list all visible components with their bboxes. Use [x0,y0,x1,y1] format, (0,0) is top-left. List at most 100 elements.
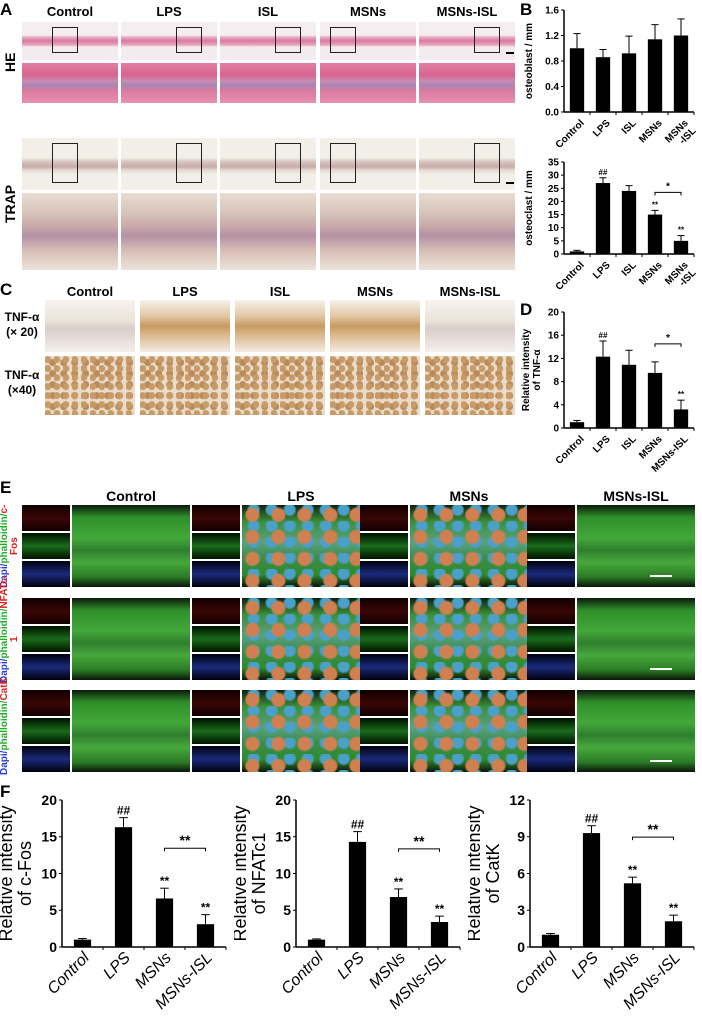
x-tick-label-line: Control [512,949,561,998]
x-tick-label: Control [44,949,93,998]
stain-label: CatK [0,677,10,701]
significance-bracket [164,847,206,852]
micrograph [140,356,230,415]
fluorescence-image [577,598,695,680]
channel-thumbnail [527,746,575,772]
channel-thumbnail [527,598,575,624]
y-tick-label: 12 [548,354,560,365]
y-axis-label: Relative intensityof TNF-α [521,328,543,411]
bar [647,214,663,254]
micrograph [45,300,135,352]
bracket-label: * [666,333,670,344]
y-tick-label: 15 [548,210,560,221]
x-tick-label: LPS [591,118,613,140]
significance-marker: ** [201,901,211,915]
channel-thumbnail [360,690,408,716]
zoom-region-box [330,27,356,53]
column-label: Control [66,284,114,299]
y-tick-label: 6 [517,865,525,881]
stain-label: phalloidin/ [0,700,10,751]
x-tick-label: ISL [620,260,639,279]
x-tick-label-line: MSNs [637,260,665,288]
micrograph [22,138,118,190]
channel-thumbnail [192,533,240,559]
micrograph [419,63,515,103]
micrograph [121,63,217,103]
y-tick-label: 30 [548,171,560,182]
x-tick-label: MSNs [637,260,665,288]
fluorescence-image [410,505,528,587]
scale-bar [650,575,672,577]
column-label: MSNs [349,4,387,19]
bar [647,39,663,113]
bar [569,251,585,254]
bar [389,897,408,947]
x-tick-label: Control [278,949,327,998]
y-axis-label-line: Relative intensity [234,805,250,941]
significance-marker: ** [652,200,659,209]
channel-thumbnail [22,505,70,531]
x-tick-label: MSNs [637,118,665,146]
row-label-line: (×40) [7,383,37,397]
y-tick-label: 15 [275,829,291,845]
panel-label-b: B [520,0,533,19]
micrograph [320,193,416,270]
micrograph [425,300,515,352]
bracket-label: ** [414,833,425,849]
fluorescence-image [72,598,190,680]
x-tick-label: ISL [620,118,639,137]
column-label: ISL [257,4,279,19]
channel-thumbnail [360,746,408,772]
micrograph [330,356,420,415]
zoom-region-box [176,27,202,53]
y-axis-label-line: Relative intensity [521,328,532,411]
stain-label: phalloidin/ [0,608,10,659]
bracket-label: * [666,181,670,192]
channel-thumbnail [360,561,408,587]
channel-thumbnail [360,598,408,624]
fluorescence-image [72,690,190,772]
channel-thumbnail [192,654,240,680]
zoom-region-box [275,27,301,53]
y-tick-label: 8 [553,377,559,388]
scale-bar [506,52,514,54]
x-tick-label-line: LPS [591,434,613,456]
y-tick-label: 0.4 [545,82,559,93]
bar [595,183,611,254]
x-tick-label-line: ISL [620,434,639,453]
column-label: MSNs [449,488,489,504]
y-axis-label-line: osteoblast / mm [524,23,535,99]
micrograph [419,193,515,270]
channel-thumbnail [360,718,408,744]
x-tick-label-line: LPS [568,949,602,983]
panel-label-d: D [520,300,533,319]
bar [307,939,326,947]
x-tick-label-line: LPS [591,260,613,282]
x-tick-label-line: MSNs [637,118,665,146]
bar [196,924,215,947]
row-label-trap: TRAP [2,184,18,224]
chart-d: 0 4 8 12 16 20 Relative intensityof TNF-α Contr… [521,308,695,475]
micrograph [320,63,416,103]
channel-thumbnail [527,690,575,716]
micrograph [22,63,118,103]
channel-thumbnail [360,654,408,680]
channel-thumbnail [22,746,70,772]
x-tick-label: MSNs-ISL [663,118,699,150]
bar [569,422,585,428]
significance-marker: ** [160,874,170,888]
x-tick-label: LPS [100,949,134,983]
channel-thumbnail [360,626,408,652]
y-tick-label: 10 [41,865,57,881]
channel-thumbnail [192,626,240,652]
channel-thumbnail [22,626,70,652]
bar [673,240,689,254]
y-tick-label: 20 [548,308,560,319]
x-tick-label-line: Control [44,949,93,998]
x-tick-label: MSNs-ISL [663,260,699,296]
column-label: Control [106,488,156,504]
significance-marker: ** [628,863,638,877]
significance-marker: ## [351,818,365,832]
x-tick-label: LPS [568,949,602,983]
micrograph [320,138,416,190]
